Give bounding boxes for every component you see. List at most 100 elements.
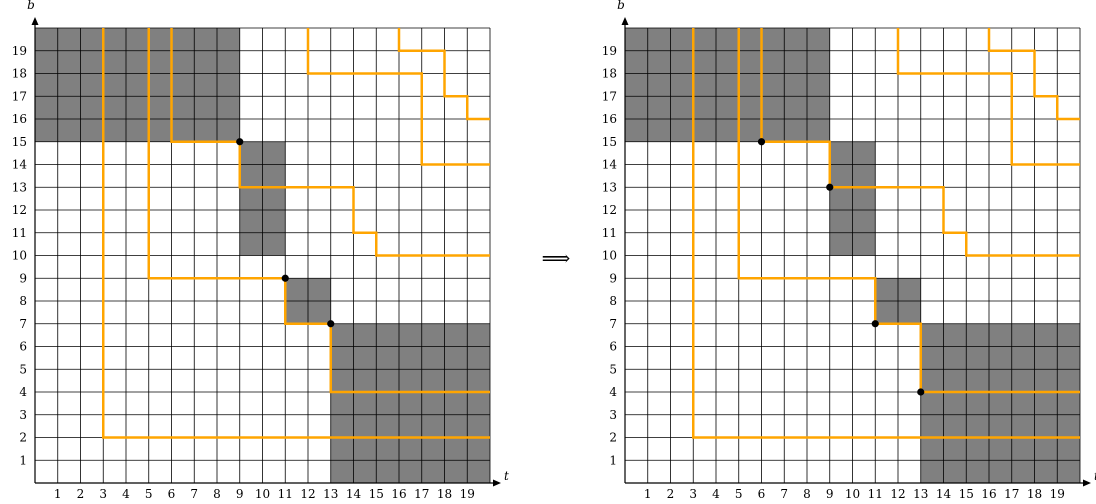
corner-dot (281, 274, 289, 282)
x-tick-label: 6 (168, 487, 176, 501)
x-tick-label: 15 (959, 487, 974, 501)
x-tick-label: 3 (99, 487, 107, 501)
x-tick-label: 2 (77, 487, 85, 501)
x-tick-label: 13 (323, 487, 338, 501)
y-tick-label: 12 (602, 203, 617, 217)
x-tick-label: 14 (936, 487, 952, 501)
y-tick-label: 5 (19, 362, 27, 376)
x-tick-label: 8 (803, 487, 811, 501)
y-axis-label: b (27, 0, 35, 12)
y-tick-label: 19 (12, 44, 27, 58)
lattice-path (896, 28, 1080, 166)
y-tick-label: 6 (609, 340, 617, 354)
y-axis-label: b (617, 0, 625, 12)
y-tick-label: 1 (19, 453, 27, 467)
lattice-path (692, 28, 1080, 439)
y-tick-label: 11 (12, 226, 27, 240)
y-tick-label: 16 (602, 112, 617, 126)
y-tick-label: 15 (602, 135, 617, 149)
x-tick-label: 5 (735, 487, 743, 501)
x-tick-label: 18 (437, 487, 452, 501)
x-tick-label: 12 (300, 487, 315, 501)
shaded-region (35, 28, 240, 142)
x-tick-label: 1 (644, 487, 652, 501)
y-tick-label: 3 (609, 408, 617, 422)
y-tick-label: 17 (12, 89, 27, 103)
corner-dot (826, 183, 834, 191)
shaded-region (920, 323, 1080, 483)
x-tick-label: 15 (369, 487, 384, 501)
corner-dot (236, 138, 244, 146)
corner-dot (871, 320, 879, 328)
lattice-path (397, 28, 490, 121)
y-tick-label: 18 (12, 67, 27, 81)
y-tick-label: 13 (12, 180, 27, 194)
x-axis-label: t (504, 469, 509, 483)
y-tick-label: 2 (609, 431, 617, 445)
y-tick-label: 8 (609, 294, 617, 308)
y-tick-label: 10 (12, 249, 27, 263)
y-tick-label: 9 (19, 271, 27, 285)
x-tick-label: 4 (712, 487, 720, 501)
y-tick-label: 7 (19, 317, 27, 331)
y-tick-label: 15 (12, 135, 27, 149)
x-tick-label: 12 (890, 487, 905, 501)
lattice-path (760, 28, 1080, 257)
x-tick-label: 10 (255, 487, 270, 501)
x-tick-label: 18 (1027, 487, 1042, 501)
y-tick-label: 19 (602, 44, 617, 58)
y-tick-label: 4 (19, 385, 27, 399)
y-tick-label: 8 (19, 294, 27, 308)
x-tick-label: 10 (845, 487, 860, 501)
implies-arrow: ⟹ (542, 246, 571, 270)
x-tick-label: 9 (236, 487, 244, 501)
y-tick-label: 2 (19, 431, 27, 445)
x-tick-label: 19 (460, 487, 475, 501)
panel-after: tb12345678910111213141516171819123456789… (602, 0, 1096, 501)
y-tick-label: 7 (609, 317, 617, 331)
y-tick-label: 18 (602, 67, 617, 81)
y-tick-label: 1 (609, 453, 617, 467)
x-tick-label: 7 (780, 487, 788, 501)
y-tick-label: 11 (602, 226, 617, 240)
y-tick-label: 14 (12, 158, 28, 172)
x-axis-arrowhead (1083, 479, 1091, 487)
x-tick-label: 5 (145, 487, 153, 501)
y-tick-label: 17 (602, 89, 617, 103)
x-axis-arrowhead (493, 479, 501, 487)
x-tick-label: 13 (913, 487, 928, 501)
x-tick-label: 14 (346, 487, 362, 501)
lattice-path (102, 28, 490, 439)
panel-before: tb1 2 3 4 5 6 7 8 9 10 11 12 13 14 15 16 17 18 19123456789… (12, 0, 509, 501)
x-tick-label: 9 (826, 487, 834, 501)
y-tick-label: 4 (609, 385, 617, 399)
corner-dot (757, 138, 766, 146)
x-tick-label: 8 (213, 487, 221, 501)
x-tick-label: 17 (1004, 487, 1019, 501)
y-tick-label: 10 (602, 249, 617, 263)
x-tick-label: 17 (414, 487, 429, 501)
x-axis-label: t (1094, 469, 1096, 483)
y-tick-label: 16 (12, 112, 27, 126)
y-tick-label: 5 (609, 362, 617, 376)
x-tick-label: 4 (122, 487, 130, 501)
shaded-region (330, 323, 490, 483)
x-tick-label: 1 (54, 487, 62, 501)
lattice-path (147, 28, 490, 394)
y-tick-label: 9 (609, 271, 617, 285)
y-tick-label: 14 (602, 158, 618, 172)
corner-dot (917, 388, 925, 396)
x-tick-label: 19 (1050, 487, 1065, 501)
y-tick-label: 13 (602, 180, 617, 194)
x-tick-label: 6 (758, 487, 766, 501)
y-axis-arrowhead (31, 17, 39, 25)
x-tick-label: 11 (868, 487, 883, 501)
x-tick-label: 16 (981, 487, 996, 501)
y-tick-label: 12 (12, 203, 27, 217)
shaded-region (625, 28, 830, 142)
x-tick-label: 16 (391, 487, 406, 501)
corner-dot (327, 320, 335, 328)
x-tick-label: 7 (190, 487, 198, 501)
y-tick-label: 6 (19, 340, 27, 354)
